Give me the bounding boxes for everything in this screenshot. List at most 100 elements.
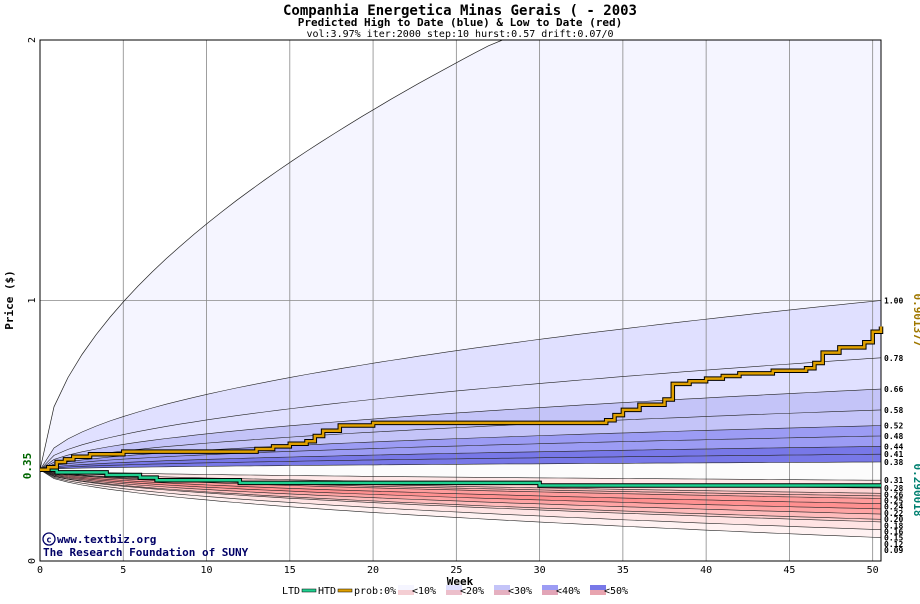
y-axis-label: Price ($) (3, 270, 16, 330)
band-high-4 (40, 409, 881, 470)
chart-title: Companhia Energetica Minas Gerais ( - 20… (283, 3, 637, 19)
y-tick-label: 0 (27, 558, 38, 564)
x-tick-label: 40 (700, 565, 712, 576)
percentile-label: 0.52 (884, 422, 903, 431)
band-high-0 (40, 40, 881, 470)
pct-line-6 (39, 446, 882, 471)
legend-item-0: <10% (412, 586, 436, 597)
legend-swatch-red-2 (494, 590, 510, 595)
legend-item-1: <20% (460, 586, 484, 597)
pct-line-3 (39, 409, 882, 471)
pct-line-8 (39, 461, 882, 471)
y-tick-label: 1 (27, 297, 38, 303)
probability-bands (40, 40, 881, 538)
percentile-label: 0.31 (884, 476, 903, 485)
pct-line-0 (39, 300, 882, 470)
percentile-label: 0.38 (884, 458, 903, 467)
copyright-icon: c (42, 532, 56, 546)
legend-ltd-swatch (301, 588, 317, 593)
x-axis-label: Week (447, 575, 474, 588)
band-low-11 (40, 469, 881, 538)
x-tick-label: 20 (367, 565, 379, 576)
ltd-line (40, 468, 881, 487)
percentile-label: 0.41 (884, 450, 903, 459)
percentile-label: 0.20 (884, 515, 903, 524)
band-high-5 (40, 425, 881, 470)
x-tick-label: 45 (783, 565, 795, 576)
series-lines (40, 326, 884, 488)
legend-item-2: <30% (508, 586, 532, 597)
pct-line-17 (39, 469, 882, 520)
percentile-label: 0.25 (884, 496, 903, 505)
band-low-0 (40, 462, 881, 481)
band-low-3 (40, 469, 881, 496)
percentile-label: 0.22 (884, 509, 903, 518)
credit-site: www.textbiz.org (57, 533, 156, 546)
svg-text:c: c (46, 536, 51, 546)
x-tick-label: 10 (201, 565, 213, 576)
pct-line-9 (39, 469, 881, 481)
percentile-label: 1.00 (884, 297, 903, 306)
pct-line-16 (39, 469, 882, 515)
ltd-final-label: 0.290018 (911, 464, 920, 517)
pct-line-5 (39, 435, 882, 471)
pct-line-7 (39, 453, 882, 471)
percentile-label: 0.28 (884, 484, 903, 493)
x-tick-label: 30 (534, 565, 546, 576)
band-low-10 (40, 469, 881, 530)
pct-line-2 (39, 388, 882, 471)
legend-swatch-red-4 (590, 590, 606, 595)
percentile-label: 0.44 (884, 442, 903, 451)
legend-item-4: <50% (604, 586, 628, 597)
x-tick-label: 50 (867, 565, 879, 576)
percentile-label: 0.16 (884, 527, 903, 536)
band-high-7 (40, 446, 881, 470)
y-axis-ticks: 0 1 2 (27, 37, 38, 564)
percentile-labels: 1.00 0.78 0.66 0.58 0.520.480.440.410.38 0.31… (884, 297, 903, 556)
x-axis-ticks: 0 5 10 15 20 25 30 35 40 45 50 (37, 565, 879, 576)
x-tick-label: 35 (617, 565, 629, 576)
band-high-3 (40, 389, 881, 470)
pct-line-14 (39, 469, 882, 504)
percentile-label: 0.12 (884, 540, 903, 549)
credit-org: The Research Foundation of SUNY (43, 546, 249, 559)
legend-item-3: <40% (556, 586, 580, 597)
percentile-label: 0.24 (884, 503, 903, 512)
legend: LTD HTD prob:0% <10% <20% <30% <40% <50% (282, 585, 628, 597)
plot-frame (39, 39, 882, 562)
percentile-label: 0.58 (884, 406, 903, 415)
legend-swatch-red-3 (542, 590, 558, 595)
legend-htd-swatch (337, 588, 353, 593)
x-tick-label: 5 (120, 565, 126, 576)
chart-params: vol:3.97% iter:2000 step:10 hurst:0.57 d… (306, 29, 613, 40)
legend-swatch-red-1 (446, 590, 462, 595)
x-tick-label: 15 (284, 565, 296, 576)
pct-line-20 (39, 469, 882, 538)
percentile-label: 0.66 (884, 385, 903, 394)
legend-prob-label: prob:0% (354, 586, 396, 597)
x-tick-label: 25 (450, 565, 462, 576)
band-high-1 (40, 300, 881, 470)
band-low-6 (40, 469, 881, 509)
pct-line-18 (39, 469, 882, 523)
pct-line-19 (39, 469, 882, 530)
percentile-label: 0.15 (884, 534, 903, 543)
band-low-4 (40, 469, 881, 499)
percentile-label: 0.18 (884, 521, 903, 530)
x-tick-label: 0 (37, 565, 43, 576)
legend-htd-label: HTD (318, 586, 336, 597)
pct-line-15 (39, 469, 882, 510)
percentile-label: 0.48 (884, 432, 903, 441)
chart-subtitle: Predicted High to Date (blue) & Low to D… (298, 16, 623, 29)
band-low-8 (40, 469, 881, 520)
y-tick-label: 2 (27, 37, 38, 43)
band-low-5 (40, 469, 881, 504)
band-low-7 (40, 469, 881, 515)
pct-line-1 (39, 357, 882, 471)
start-price-label: 0.35 (21, 453, 34, 480)
percentile-label: 0.78 (884, 354, 903, 363)
htd-final-label: 0.901377 (911, 294, 920, 347)
percentile-label: 0.26 (884, 490, 903, 499)
legend-ltd-label: LTD (282, 586, 300, 597)
